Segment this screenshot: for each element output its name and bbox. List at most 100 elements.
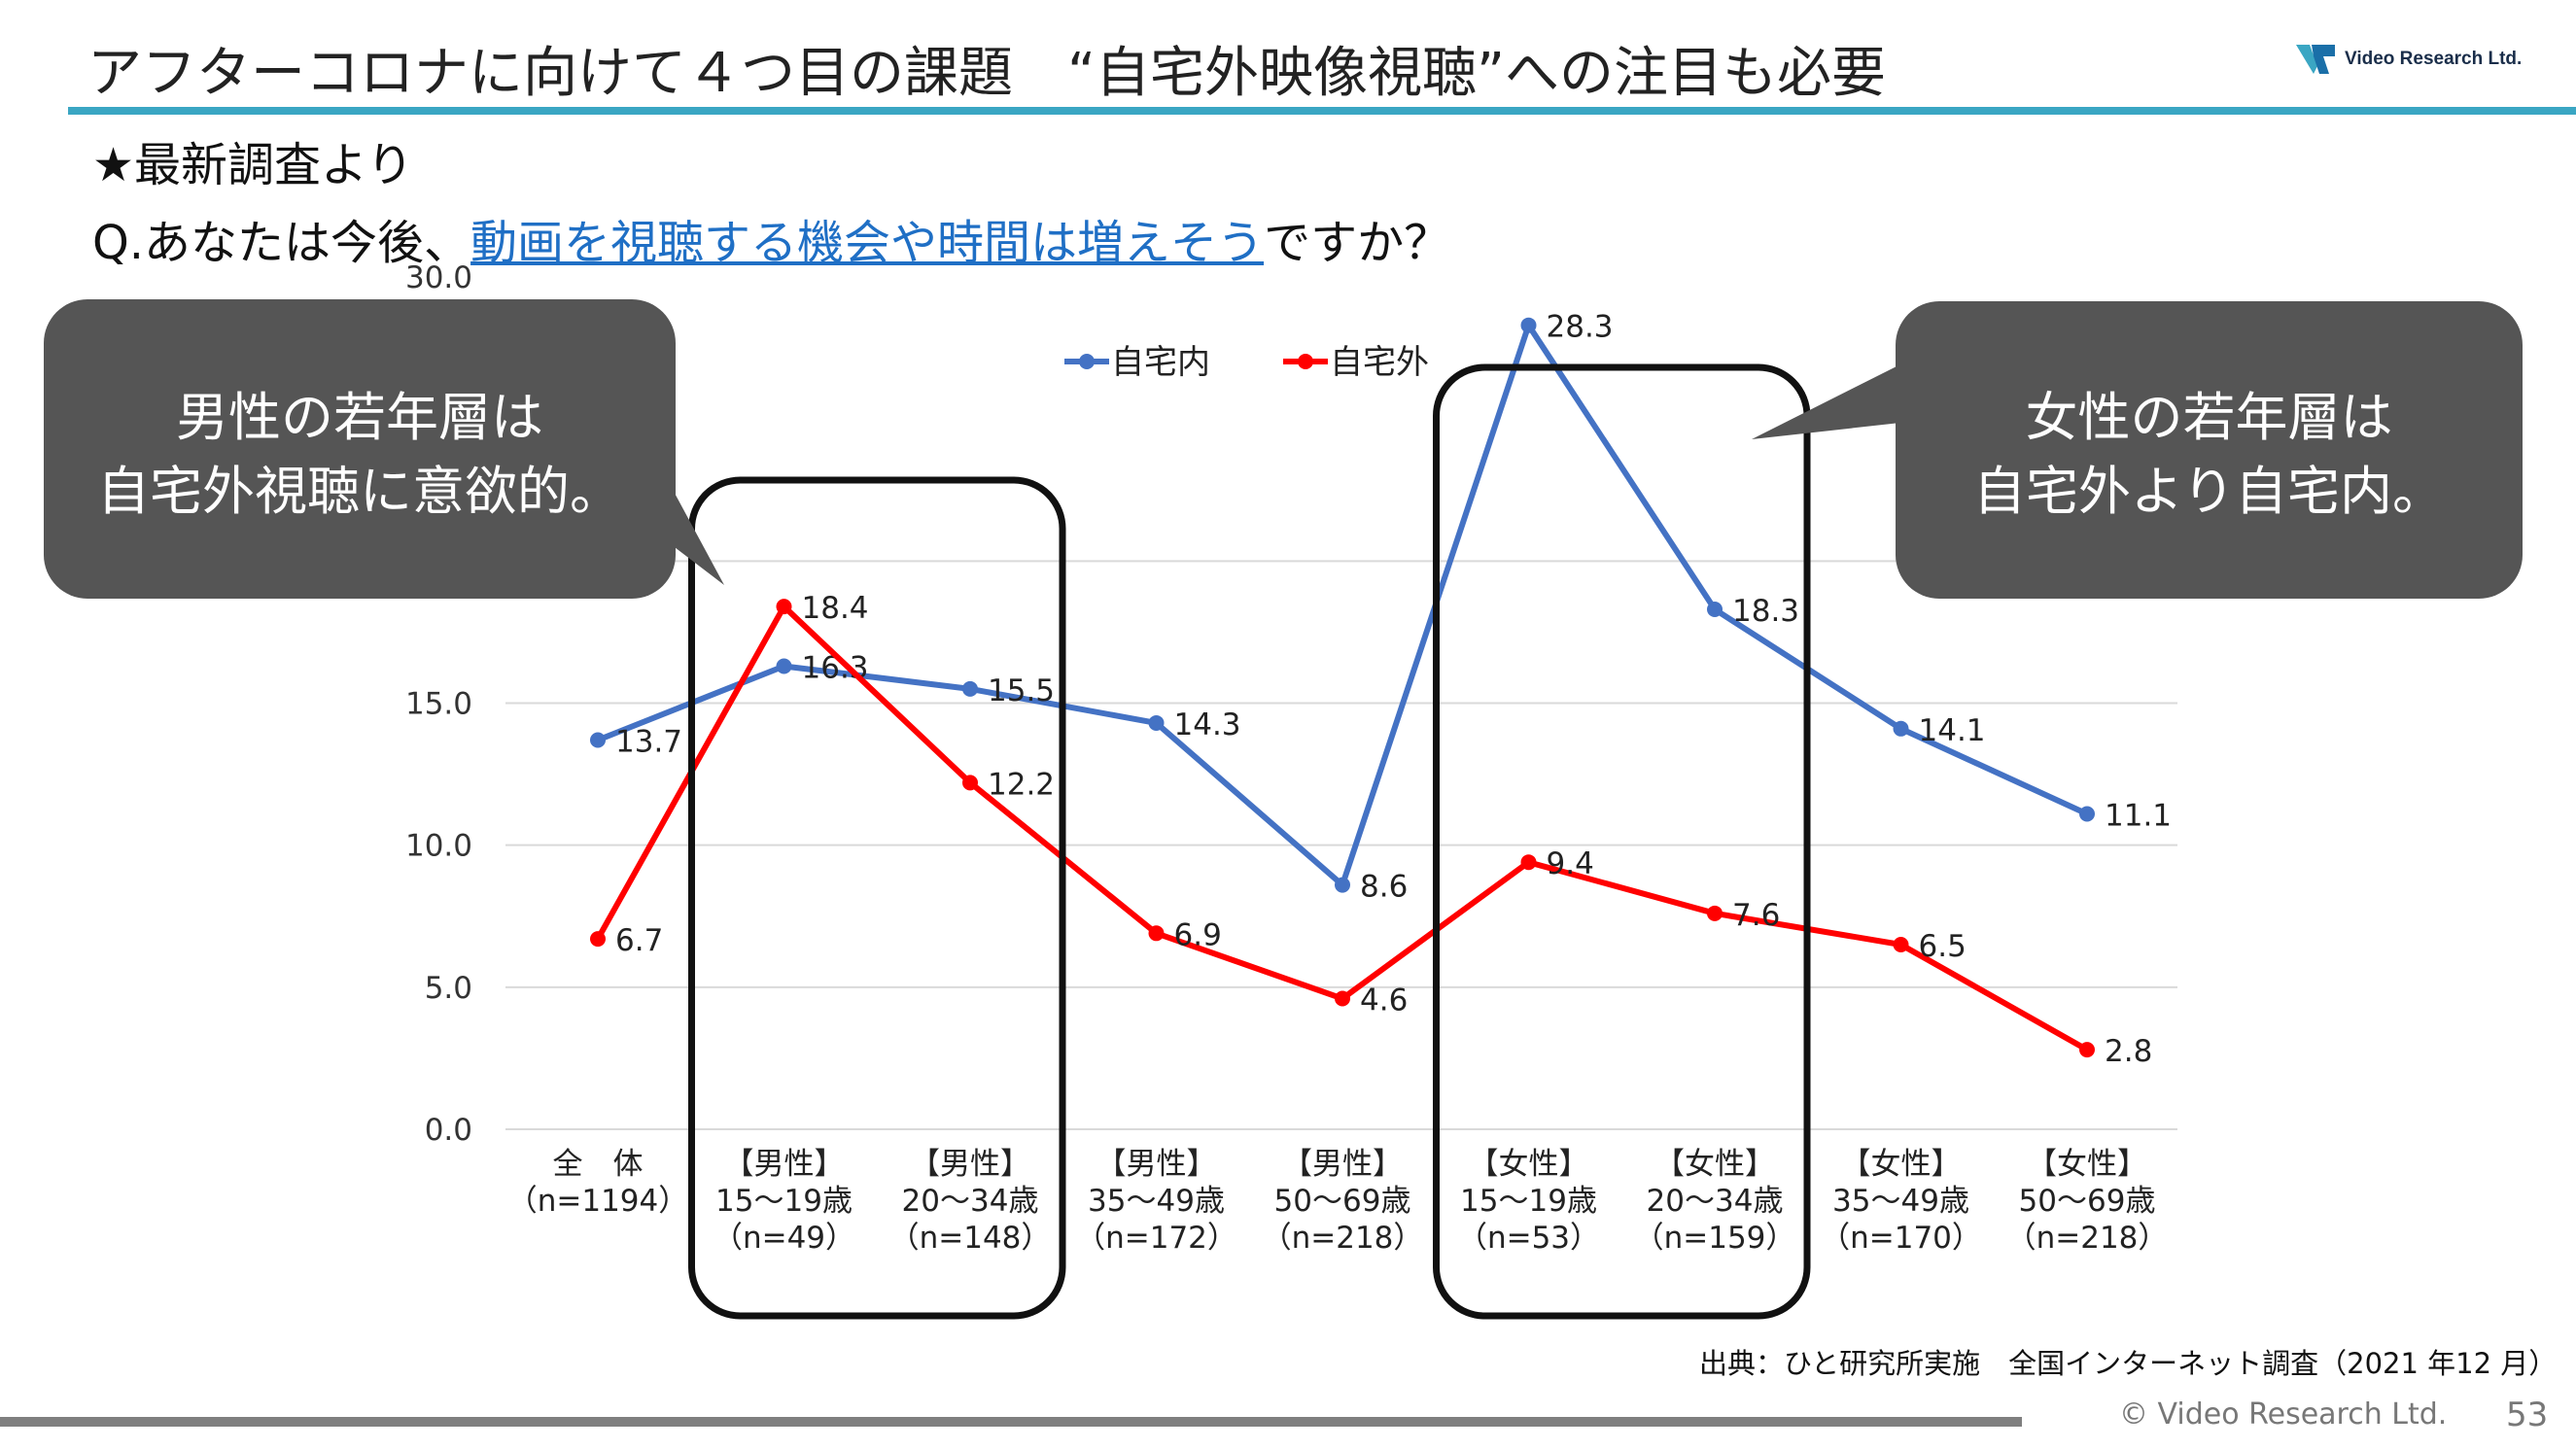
source-note: 出典：ひと研究所実施 全国インターネット調査（2021 年12 月） — [1699, 1347, 2558, 1380]
data-label: 6.5 — [1919, 929, 1967, 964]
callout-left-box — [44, 299, 676, 599]
x-tick-label-line: 35～49歳 — [1832, 1184, 1969, 1219]
x-tick-label-line: 50～69歳 — [2019, 1184, 2156, 1219]
survey-question: Q.あなたは今後、動画を視聴する機会や時間は増えそうですか？ — [92, 204, 1450, 272]
data-label: 28.3 — [1547, 310, 1614, 345]
data-label: 18.3 — [1732, 594, 1799, 629]
callout-left-line1: 男性の若年層は — [176, 387, 543, 448]
data-point — [1520, 854, 1537, 871]
data-label: 9.4 — [1547, 846, 1594, 881]
legend-marker — [1079, 354, 1095, 369]
logo-text: Video Research Ltd. — [2345, 49, 2523, 69]
data-point — [962, 680, 978, 697]
data-label: 6.9 — [1174, 917, 1222, 952]
x-tick-label-line: 【女性】 — [2027, 1147, 2147, 1182]
legend-label: 自宅外 — [1330, 343, 1429, 382]
x-tick-label: 【女性】 15～19歳（n=53） — [1457, 1147, 1600, 1256]
x-tick-label-line: （n=159） — [1634, 1221, 1796, 1256]
x-tick-label-line: （n=53） — [1457, 1221, 1600, 1256]
callout-right-line2: 自宅外より自宅内。 — [1973, 461, 2445, 522]
callout-left-text: 男性の若年層は 自宅外視聴に意欲的。 — [44, 381, 676, 529]
callout-right-box — [1896, 301, 2523, 599]
page-number: 53 — [2506, 1396, 2549, 1434]
x-tick-label-line: （n=1194） — [507, 1184, 689, 1219]
data-label: 12.2 — [988, 767, 1055, 802]
x-tick-label-line: 【女性】 — [1654, 1147, 1775, 1182]
x-tick-label-line: 【女性】 — [1841, 1147, 1962, 1182]
chart-legend: 自宅内 自宅外 — [1064, 343, 1429, 382]
page-title: アフターコロナに向けて４つ目の課題 “自宅外映像視聴”への注目も必要 — [87, 42, 1887, 105]
data-point — [1707, 602, 1723, 618]
data-point — [1148, 925, 1165, 942]
x-tick-label-line: （n=218） — [1262, 1221, 1424, 1256]
data-point — [1707, 905, 1723, 921]
x-tick-label: 全 体（n=1194） — [507, 1147, 689, 1219]
data-point — [2079, 1042, 2095, 1058]
data-label: 2.8 — [2105, 1034, 2152, 1069]
data-point — [1335, 877, 1350, 893]
vr-logo-icon — [2296, 45, 2335, 74]
x-tick-label: 【女性】 50～69歳（n=218） — [2006, 1147, 2169, 1256]
y-tick-label: 10.0 — [405, 829, 472, 864]
question-highlight: 動画を視聴する機会や時間は増えそう — [470, 216, 1265, 270]
highlight-box — [688, 476, 1066, 1320]
x-tick-label: 【男性】 50～69歳（n=218） — [1262, 1147, 1424, 1256]
data-point — [776, 658, 792, 674]
data-point — [1893, 936, 1909, 952]
x-tick-label-line: （n=148） — [889, 1221, 1052, 1256]
x-tick-label: 【男性】 15～19歳（n=49） — [713, 1147, 855, 1256]
x-tick-label-line: 35～49歳 — [1088, 1184, 1225, 1219]
chart-series: 13.716.315.514.38.628.318.314.111.16.718… — [590, 310, 2172, 1069]
x-tick-label-line: 15～19歳 — [1460, 1184, 1597, 1219]
legend-label: 自宅内 — [1111, 343, 1210, 382]
data-point — [1893, 720, 1909, 737]
callout-left-pointer — [671, 486, 724, 585]
x-tick-label-line: 50～69歳 — [1274, 1184, 1411, 1219]
data-label: 13.7 — [615, 725, 682, 760]
data-label: 14.1 — [1919, 713, 1986, 748]
copyright: © Video Research Ltd. — [2119, 1397, 2448, 1432]
y-tick-label: 0.0 — [425, 1113, 472, 1148]
data-label: 18.4 — [802, 591, 869, 626]
data-point — [2079, 806, 2095, 822]
data-label: 15.5 — [988, 673, 1055, 708]
x-tick-label-line: 【男性】 — [1282, 1147, 1403, 1182]
highlight-boxes — [688, 363, 1811, 1320]
data-point — [1148, 714, 1165, 731]
footer-bar — [0, 1417, 2022, 1427]
x-tick-label: 【女性】 20～34歳（n=159） — [1634, 1147, 1796, 1256]
company-logo: Video Research Ltd. — [2296, 43, 2522, 76]
callout-right-text: 女性の若年層は 自宅外より自宅内。 — [1896, 381, 2523, 529]
y-tick-label: 30.0 — [405, 260, 472, 295]
survey-note: ★最新調査より — [92, 138, 414, 192]
data-point — [590, 931, 606, 948]
x-tick-label-line: 全 体 — [553, 1147, 644, 1182]
x-tick-label-line: 20～34歳 — [902, 1184, 1039, 1219]
x-tick-label-line: （n=49） — [713, 1221, 855, 1256]
x-tick-label-line: （n=218） — [2006, 1221, 2169, 1256]
question-suffix: ですか？ — [1264, 216, 1451, 270]
data-label: 8.6 — [1360, 870, 1408, 905]
data-label: 4.6 — [1360, 983, 1408, 1018]
x-tick-label-line: 15～19歳 — [715, 1184, 853, 1219]
data-label: 6.7 — [615, 923, 663, 958]
x-tick-label-line: （n=172） — [1075, 1221, 1237, 1256]
highlight-box — [1433, 363, 1811, 1320]
y-tick-label: 5.0 — [425, 971, 472, 1006]
x-tick-label-line: （n=170） — [1820, 1221, 1982, 1256]
title-underline — [68, 107, 2576, 115]
callout-right-pointer — [1752, 364, 1900, 439]
data-label: 14.3 — [1174, 707, 1241, 742]
x-tick-label: 【男性】 20～34歳（n=148） — [889, 1147, 1052, 1256]
data-point — [1520, 317, 1537, 333]
x-tick-label-line: 20～34歳 — [1647, 1184, 1784, 1219]
y-tick-label: 15.0 — [405, 687, 472, 722]
chart-grid — [505, 560, 2177, 1130]
legend-marker — [1298, 354, 1313, 369]
data-label: 7.6 — [1732, 898, 1780, 933]
x-tick-label-line: 【男性】 — [910, 1147, 1030, 1182]
data-point — [962, 775, 978, 791]
data-point — [776, 599, 792, 615]
callout-left-line2: 自宅外視聴に意欲的。 — [97, 461, 622, 522]
data-label: 11.1 — [2105, 799, 2172, 834]
